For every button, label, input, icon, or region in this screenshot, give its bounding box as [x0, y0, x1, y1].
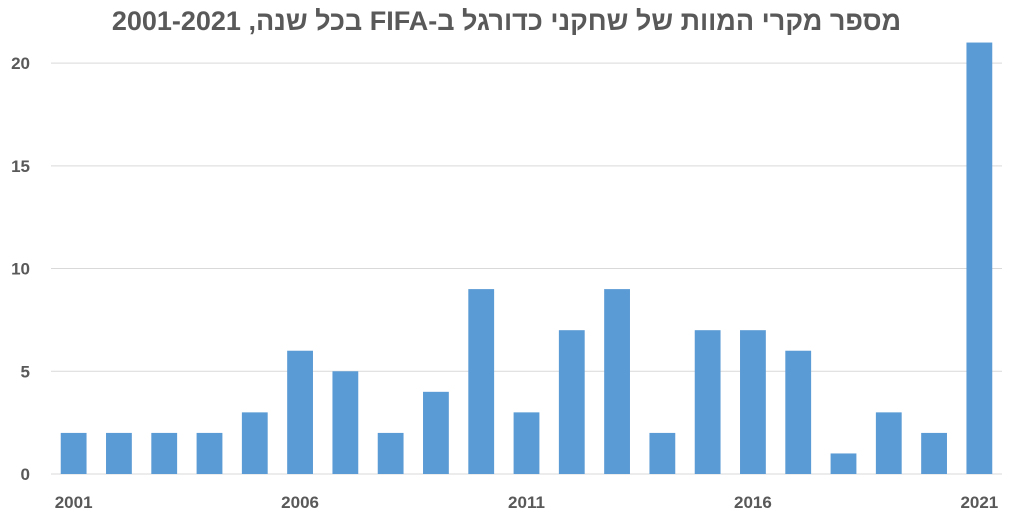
bar-2009 [423, 391, 449, 474]
bar-2010 [468, 289, 495, 474]
bar-2011 [513, 412, 540, 474]
bar-2005 [241, 412, 268, 474]
chart-title: מספר מקרי המוות של שחקני כדורגל ב-FIFA ב… [111, 6, 902, 36]
bars [60, 42, 993, 474]
bar-2014 [649, 432, 676, 474]
x-tick-label-2011: 2011 [508, 493, 545, 512]
bar-2020 [921, 432, 947, 474]
bar-2002 [106, 432, 132, 474]
bar-2019 [875, 412, 902, 474]
bar-2015 [694, 330, 721, 474]
x-tick-label-2021: 2021 [960, 493, 998, 512]
y-tick-label-10: 10 [11, 260, 30, 279]
bar-2006 [287, 350, 313, 474]
bar-2001 [60, 432, 87, 474]
bar-2018 [830, 453, 857, 474]
bar-2016 [740, 330, 766, 474]
x-tick-label-2016: 2016 [734, 493, 772, 512]
y-tick-label-15: 15 [11, 157, 30, 176]
bar-2021 [966, 42, 993, 474]
bar-2012 [558, 330, 585, 474]
y-tick-label-20: 20 [11, 54, 30, 73]
bar-2013 [604, 289, 630, 474]
y-tick-label-5: 5 [21, 362, 30, 381]
bar-2007 [332, 371, 359, 474]
bar-2008 [377, 432, 404, 474]
bar-2003 [151, 432, 178, 474]
x-axis-ticks: 2001 2006 2011 2016 2021 [55, 493, 999, 512]
x-tick-label-2001: 2001 [55, 493, 93, 512]
y-tick-label-0: 0 [21, 465, 30, 484]
bar-2004 [196, 432, 223, 474]
y-axis-ticks: 0 5 10 15 20 [11, 54, 30, 484]
bar-2017 [785, 350, 812, 474]
x-tick-label-2006: 2006 [281, 493, 319, 512]
